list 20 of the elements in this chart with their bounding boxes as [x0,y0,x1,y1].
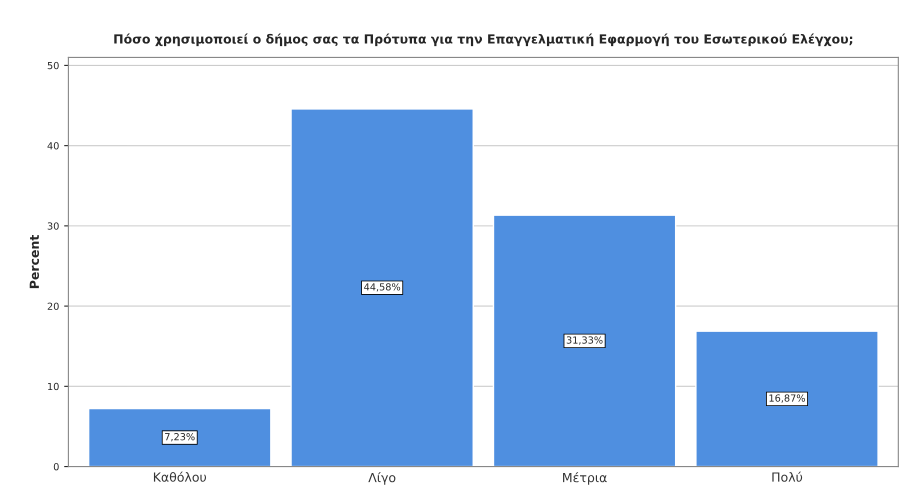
data-label: 44,58% [364,283,400,292]
data-label: 7,23% [165,433,195,442]
data-label: 16,87% [770,394,805,403]
data-label: 31,33% [566,336,603,345]
bar [88,408,272,467]
y-tick-label: 0 [54,463,59,470]
chart-title: Πόσο χρησιμοποιεί ο δήμος σας τα Πρότυπα για την Επαγγελματική Εφαρμογή του Εσωτερικού Ελέγχου; [114,34,852,46]
y-tick-label: 10 [48,382,59,390]
bar [695,330,879,467]
x-tick-label: Πολύ [772,472,802,482]
bar [492,214,676,467]
x-tick-label: Καθόλου [154,472,206,482]
y-tick-label: 30 [48,222,59,230]
x-tick-label: Λίγο [368,472,396,485]
y-tick-label: 20 [48,302,59,310]
y-axis-title: Percent [30,234,40,288]
y-tick-label: 50 [48,62,59,70]
y-tick-label: 40 [47,142,59,150]
bar [290,108,474,467]
x-tick-label: Μέτρια [563,472,607,485]
